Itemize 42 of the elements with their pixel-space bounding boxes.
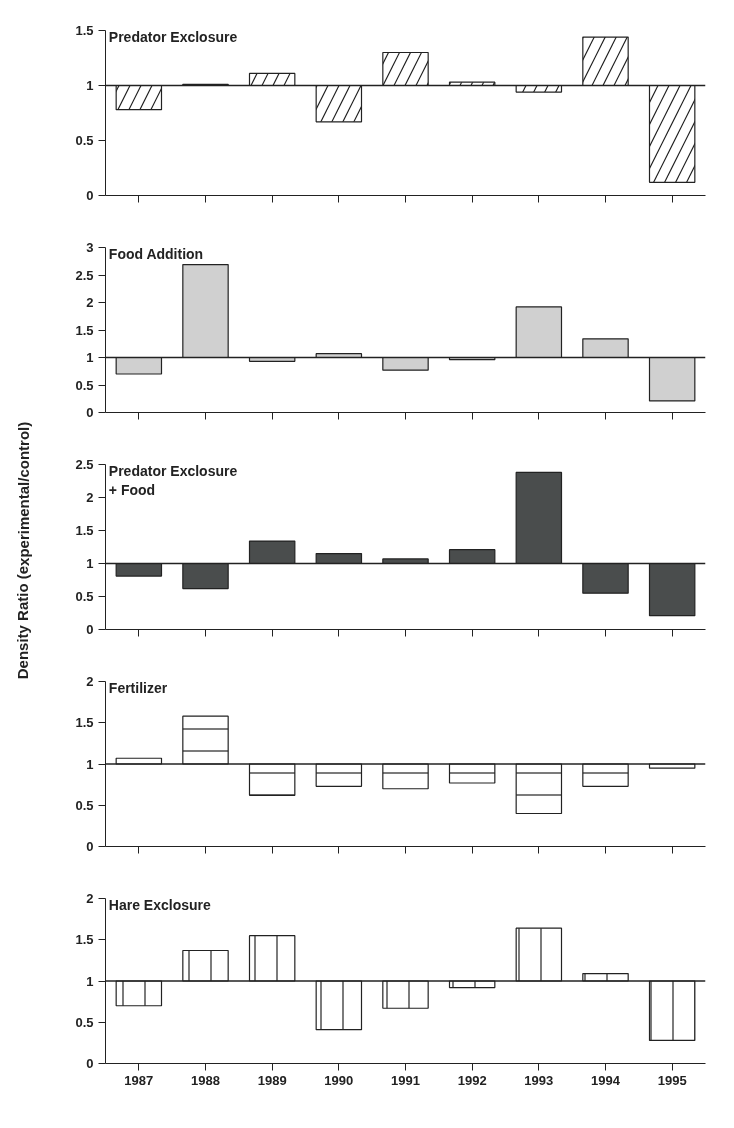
y-tick-label: 1.5 [75, 523, 94, 538]
chart-title: Food Addition [108, 245, 204, 262]
y-tick-label: 0 [86, 1056, 94, 1071]
y-tick-label: 3 [86, 240, 94, 255]
y-tick-label: 1.5 [75, 322, 94, 338]
y-tick-label: 0.5 [75, 133, 94, 148]
y-tick-label: 1.5 [75, 932, 94, 948]
y-tick-label: 1 [86, 350, 94, 365]
chart-title: Predator Exclosure [108, 28, 238, 45]
y-tick-label: 0 [86, 405, 94, 420]
x-tick-label: 1990 [324, 1072, 354, 1088]
x-tick-label: 1994 [591, 1072, 621, 1088]
y-tick-label: 2.5 [75, 457, 94, 472]
x-tick-label: 1993 [524, 1072, 554, 1088]
y-axis-title: Density Ratio (experimental/control) [14, 421, 32, 680]
y-tick-label: 0.5 [75, 377, 94, 393]
y-tick-label: 2 [86, 295, 94, 310]
y-tick-label: 0.5 [75, 1014, 94, 1030]
y-tick-label: 1 [86, 973, 94, 989]
y-tick-label: 0 [86, 839, 94, 854]
y-tick-label: 2.5 [75, 267, 94, 283]
y-tick-label: 2 [86, 674, 94, 689]
chart-title: Fertilizer [108, 679, 168, 696]
y-tick-label: 1 [86, 756, 94, 772]
y-tick-label: 2 [86, 490, 94, 505]
y-tick-label: 0 [86, 622, 94, 637]
y-tick-label: 1.5 [75, 23, 94, 38]
x-tick-label: 1989 [257, 1072, 287, 1088]
chart-title: Hare Exclosure [108, 896, 211, 913]
x-tick-label: 1991 [391, 1072, 420, 1088]
x-tick-label: 1988 [191, 1072, 220, 1088]
y-tick-label: 1 [86, 556, 94, 571]
y-tick-label: 1.5 [75, 715, 94, 731]
y-tick-label: 2 [86, 891, 94, 906]
x-tick-label: 1995 [657, 1072, 687, 1088]
x-tick-label: 1992 [457, 1072, 487, 1088]
y-tick-label: 0.5 [75, 589, 94, 604]
text: Predator Exclosure + Food [108, 462, 238, 498]
y-tick-label: 1 [86, 78, 94, 93]
y-tick-label: 0 [86, 188, 94, 203]
x-tick-label: 1987 [124, 1072, 154, 1088]
y-tick-label: 0.5 [75, 797, 94, 813]
